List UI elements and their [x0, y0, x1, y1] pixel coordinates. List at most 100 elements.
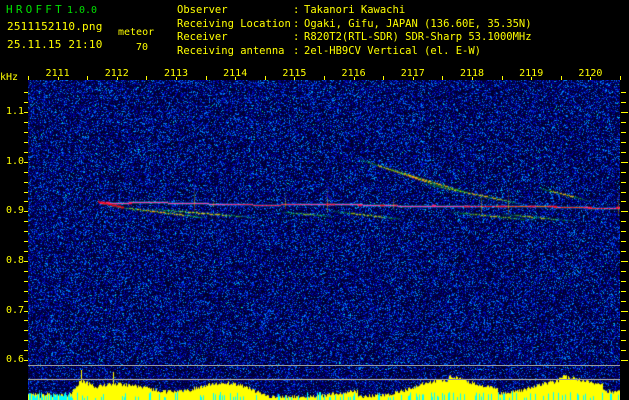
spectrogram-plot[interactable]: [28, 80, 620, 370]
y-axis-minor-tick: [24, 172, 28, 173]
x-axis-minor-tick: [176, 77, 177, 80]
x-axis-major-tick: [206, 76, 207, 80]
y-axis-major-tick-right: [621, 360, 628, 361]
y-axis-minor-tick: [24, 271, 28, 272]
y-axis-minor-tick: [24, 102, 28, 103]
datetime-label: 25.11.15 21:10: [7, 38, 103, 51]
info-sep: :: [293, 4, 300, 16]
x-axis-minor-tick: [117, 77, 118, 80]
x-axis-tick-label: 2115: [282, 68, 307, 79]
x-axis-minor-tick: [294, 77, 295, 80]
y-axis-minor-tick: [24, 340, 28, 341]
y-axis-minor-tick: [24, 231, 28, 232]
y-axis-minor-tick: [24, 132, 28, 133]
y-axis-minor-tick: [24, 251, 28, 252]
y-axis-minor-tick-right: [621, 340, 626, 341]
x-axis-major-tick: [28, 76, 29, 80]
y-axis-minor-tick: [24, 152, 28, 153]
info-row-receiving-antenna: Receiving antenna : 2el-HB9CV Vertical (…: [177, 45, 532, 59]
y-axis-major-tick: [24, 211, 28, 213]
x-axis-minor-tick: [413, 77, 414, 80]
y-axis-major-tick: [24, 112, 28, 114]
x-axis-minor-tick: [354, 77, 355, 80]
y-axis-tick-label: 1.1: [5, 106, 24, 118]
y-axis-minor-tick: [24, 122, 28, 123]
x-axis-major-tick: [87, 76, 88, 80]
x-axis-minor-tick: [235, 77, 236, 80]
x-axis-minor-tick: [472, 77, 473, 80]
y-axis-major-tick-right: [621, 261, 628, 262]
info-key: Receiver: [177, 31, 228, 44]
x-axis-major-tick: [442, 76, 443, 80]
y-axis-major-tick-right: [621, 211, 628, 212]
x-axis-major-tick: [502, 76, 503, 80]
amplitude-strip[interactable]: [28, 370, 620, 400]
y-axis-major-tick: [24, 360, 28, 362]
y-axis-minor-tick-right: [621, 102, 626, 103]
amplitude-canvas[interactable]: [28, 370, 620, 400]
x-axis-minor-tick: [531, 77, 532, 80]
y-axis-minor-tick-right: [621, 132, 626, 133]
y-axis-minor-tick-right: [621, 201, 626, 202]
y-axis-minor-tick-right: [621, 192, 626, 193]
info-row-receiver: Receiver : R820T2(RTL-SDR) SDR-Sharp 53.…: [177, 31, 532, 45]
filename-label: 2511152110.png: [7, 20, 103, 33]
x-axis-tick-label: 2117: [400, 68, 425, 79]
app-title: HROFFT 1.0.0: [6, 3, 97, 16]
info-sep: :: [293, 44, 300, 57]
y-axis-unit-label: kHz: [0, 72, 19, 83]
info-sep: :: [293, 17, 300, 30]
y-axis-tick-label: 0.7: [5, 304, 24, 316]
y-axis-minor-tick: [24, 301, 28, 302]
y-axis-minor-tick: [24, 291, 28, 292]
y-axis-minor-tick: [24, 281, 28, 282]
y-axis-minor-tick-right: [621, 271, 626, 272]
y-axis-minor-tick-right: [621, 142, 626, 143]
spectrogram-canvas[interactable]: [28, 80, 620, 370]
info-value: 2el-HB9CV Vertical (el. E-W): [304, 44, 482, 57]
x-axis-major-tick: [324, 76, 325, 80]
app-name: HROFFT: [6, 3, 65, 16]
y-axis-minor-tick-right: [621, 320, 626, 321]
info-value: Takanori Kawachi: [304, 4, 406, 16]
strip-separator-line: [28, 365, 620, 366]
y-axis-minor-tick: [24, 330, 28, 331]
y-axis-minor-tick-right: [621, 291, 626, 292]
y-axis-minor-tick-right: [621, 122, 626, 123]
y-axis-minor-tick: [24, 221, 28, 222]
y-axis-minor-tick-right: [621, 330, 626, 331]
app-version: 1.0.0: [66, 5, 98, 16]
info-row-receiving-location: Receiving Location : Ogaki, Gifu, JAPAN …: [177, 18, 532, 32]
y-axis-major-tick: [24, 310, 28, 312]
info-key: Receiving Location: [177, 17, 291, 30]
y-axis-major-tick-right: [621, 112, 628, 113]
x-axis-tick-label: 2118: [459, 68, 485, 79]
y-axis-major-tick-right: [621, 162, 628, 163]
y-axis-major-tick: [24, 161, 28, 163]
meteor-counter-label: meteor: [118, 27, 155, 38]
y-axis-minor-tick: [24, 320, 28, 321]
x-axis-major-tick: [146, 76, 147, 80]
y-axis-minor-tick-right: [621, 350, 626, 351]
x-axis-tick-label: 2112: [104, 68, 129, 79]
info-sep: :: [293, 31, 300, 44]
x-axis-major-tick: [383, 76, 384, 80]
info-value: Ogaki, Gifu, JAPAN (136.60E, 35.35N): [304, 17, 532, 30]
x-axis-tick-label: 2111: [45, 68, 70, 79]
y-axis-tick-label: 0.8: [5, 254, 24, 266]
y-axis-minor-tick: [24, 182, 28, 183]
y-axis-minor-tick-right: [621, 92, 626, 93]
info-block: Observer : Takanori Kawachi Receiving Lo…: [177, 4, 532, 58]
y-axis-minor-tick: [24, 241, 28, 242]
y-axis-minor-tick: [24, 201, 28, 202]
x-axis-tick-label: 2114: [223, 68, 248, 79]
y-axis-minor-tick-right: [621, 231, 626, 232]
y-axis-minor-tick-right: [621, 182, 626, 183]
y-axis-minor-tick: [24, 192, 28, 193]
x-axis-tick-label: 2113: [163, 68, 189, 79]
y-axis-tick-label: 0.9: [5, 205, 24, 217]
info-row-observer: Observer : Takanori Kawachi: [177, 4, 532, 18]
x-axis-major-tick: [265, 76, 266, 80]
info-key: Observer: [177, 4, 228, 16]
